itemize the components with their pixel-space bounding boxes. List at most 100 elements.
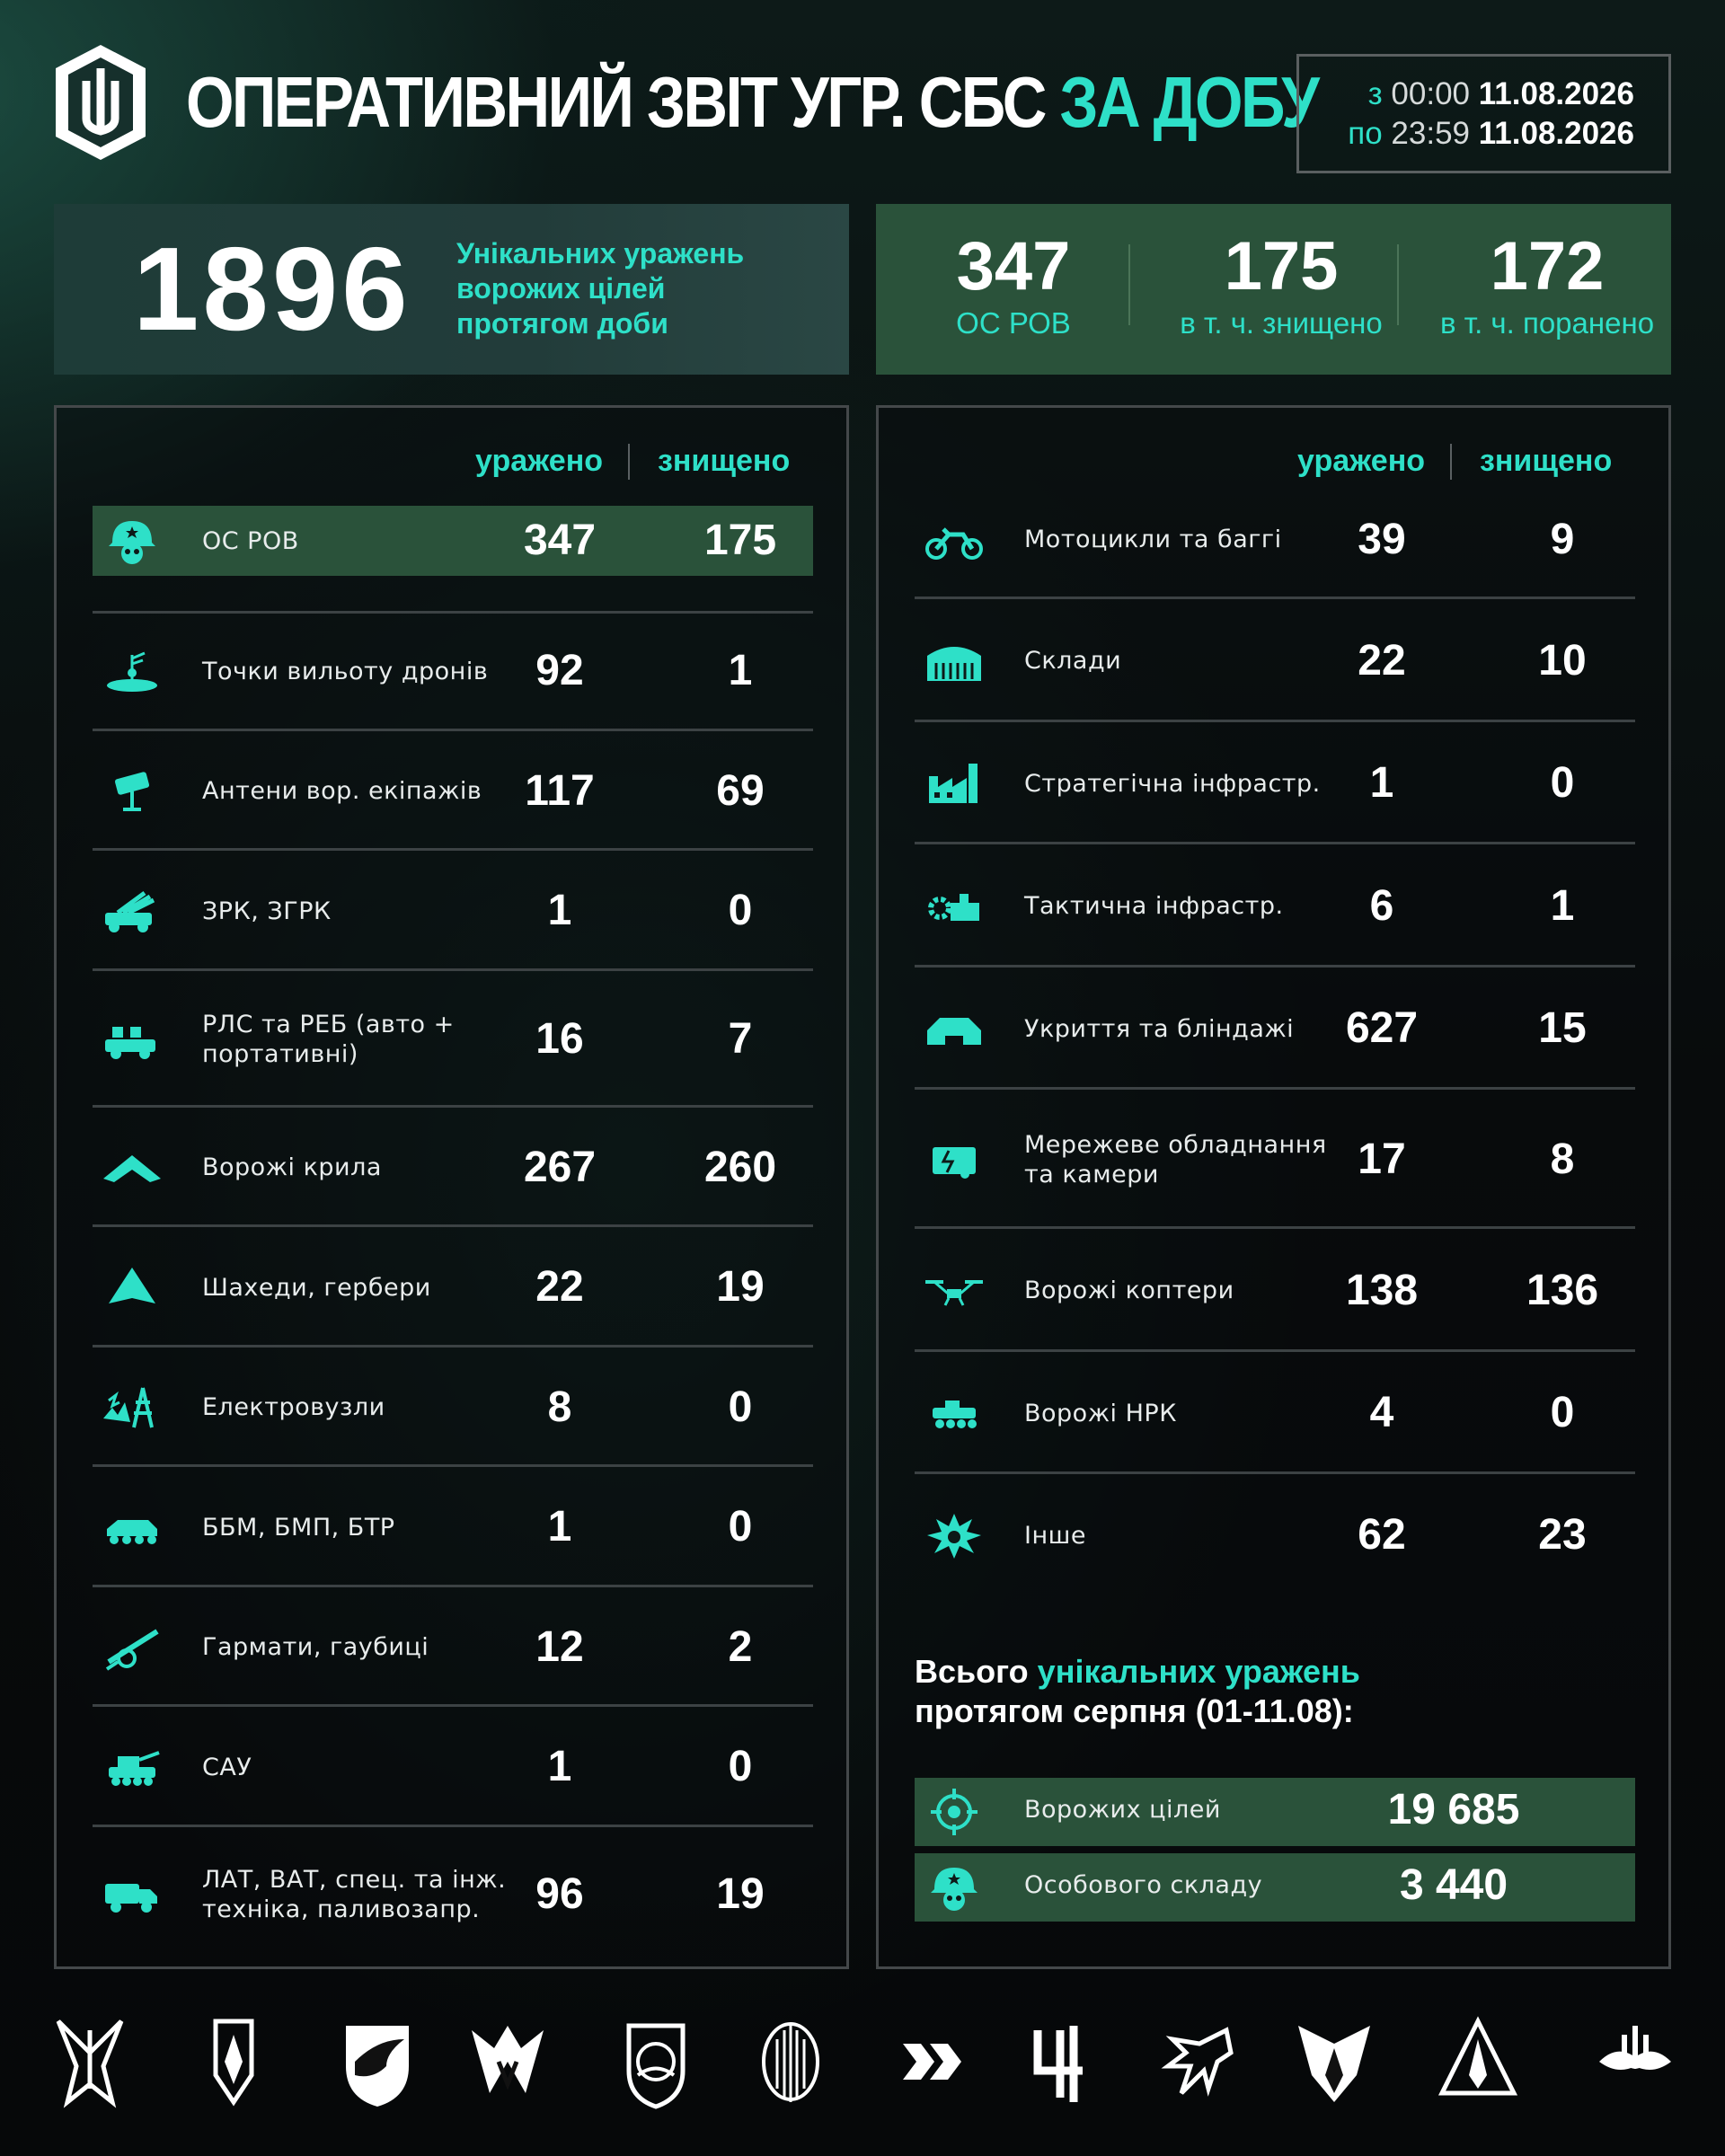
soldier-helmet-icon	[100, 516, 164, 566]
row-label: РЛС та РЕБ (авто + портативні)	[202, 1011, 455, 1068]
warehouse-icon	[922, 636, 986, 686]
row-divider	[93, 729, 813, 731]
totals-title-part1: Всього	[915, 1653, 1029, 1690]
row-divider	[915, 1087, 1635, 1090]
totals-targets-row: Ворожих цілей 19 685	[915, 1778, 1635, 1846]
row-label: Стратегічна інфрастр.	[1024, 769, 1321, 798]
destroyed-value: 1	[1550, 881, 1575, 930]
hit-value: 117	[525, 766, 595, 815]
unit-emblem-icon	[1595, 2012, 1676, 2111]
personnel-total-stat: 347 ОС РОВ	[883, 229, 1144, 340]
column-header-destroyed: знищено	[1480, 444, 1613, 478]
unit-emblem-icon	[467, 2012, 548, 2111]
unit-emblem-icon	[1438, 2012, 1518, 2111]
howitzer-icon	[100, 1622, 164, 1673]
totals-title: Всього унікальних уражень протягом серпн…	[915, 1652, 1360, 1731]
stat-divider	[1128, 244, 1130, 325]
right-stat-row: Ворожі НРК 4 0	[915, 1352, 1635, 1474]
row-label: ОС РОВ	[202, 526, 299, 555]
totals-targets-value: 19 685	[1387, 1786, 1520, 1833]
row-divider	[915, 720, 1635, 722]
row-divider	[915, 1349, 1635, 1352]
destroyed-value: 0	[1550, 1389, 1575, 1436]
left-stat-row: Шахеди, гербери 22 19	[93, 1227, 813, 1348]
soldier-helmet-icon	[922, 1862, 986, 1913]
right-stat-row: Мережеве обладнання та камери 17 8	[915, 1090, 1635, 1229]
hit-value: 62	[1358, 1511, 1406, 1559]
row-divider	[915, 1471, 1635, 1474]
row-label: Тактична інфрастр.	[1024, 892, 1284, 920]
network-device-icon	[922, 1135, 986, 1185]
unit-emblem-icon	[337, 2012, 418, 2111]
totals-personnel-label: Особового складу	[1024, 1871, 1263, 1899]
from-time: 00:00	[1391, 76, 1471, 111]
row-label: Укриття та бліндажі	[1024, 1014, 1295, 1043]
row-label: Мережеве обладнання та камери	[1024, 1130, 1327, 1188]
destroyed-value: 2	[728, 1622, 753, 1671]
row-divider	[93, 1105, 813, 1108]
row-divider	[915, 965, 1635, 968]
target-icon	[922, 1787, 986, 1837]
hit-value: 39	[1358, 515, 1406, 563]
unit-emblem-icon	[49, 2012, 130, 2111]
row-divider	[93, 1825, 813, 1827]
row-label: Інше	[1024, 1521, 1086, 1550]
hit-value: 6	[1369, 881, 1394, 930]
row-label: САУ	[202, 1753, 252, 1781]
unit-emblem-icon	[750, 2012, 831, 2111]
row-divider	[93, 1585, 813, 1587]
unit-emblem-icon	[615, 2012, 696, 2111]
destroyed-value: 136	[1526, 1266, 1599, 1314]
unit-emblem-icon	[889, 2012, 970, 2111]
unique-hits-label-line3: протягом доби	[456, 307, 668, 340]
radar-truck-icon	[100, 1014, 164, 1065]
to-date: 11.08.2026	[1478, 116, 1634, 151]
destroyed-value: 19	[716, 1870, 765, 1918]
row-divider	[915, 596, 1635, 599]
dish-antenna-icon	[100, 766, 164, 817]
sam-launcher-icon	[100, 886, 164, 936]
left-stat-row: Антени вор. екіпажів 117 69	[93, 731, 813, 851]
brand-logo	[52, 41, 149, 163]
destroyed-value: 15	[1538, 1004, 1587, 1052]
row-label: Антени вор. екіпажів	[202, 777, 482, 805]
gear-building-icon	[922, 881, 986, 932]
destroyed-value: 0	[728, 887, 753, 934]
destroyed-value: 10	[1538, 636, 1587, 685]
hit-value: 138	[1345, 1266, 1419, 1314]
totals-title-accent: унікальних уражень	[1037, 1653, 1360, 1690]
unique-hits-label-line2: ворожих цілей	[456, 272, 666, 305]
bunker-icon	[922, 1003, 986, 1054]
row-divider	[915, 842, 1635, 844]
hit-value: 1	[547, 887, 572, 934]
column-header-divider	[1450, 444, 1452, 480]
shahed-icon	[100, 1262, 164, 1312]
spg-icon	[100, 1742, 164, 1792]
right-stat-row: Стратегічна інфрастр. 1 0	[915, 722, 1635, 844]
hit-value: 1	[547, 1503, 572, 1551]
row-label: Електровузли	[202, 1393, 385, 1421]
personnel-total-value: 347	[956, 228, 1071, 305]
destroyed-value: 175	[703, 517, 777, 564]
title-main: ОПЕРАТИВНИЙ ЗВІТ УГР. СБС	[186, 62, 1047, 142]
date-range: з 00:00 11.08.2026 по 23:59 11.08.2026	[1296, 54, 1671, 173]
left-stat-row: Ворожі крила 267 260	[93, 1108, 813, 1227]
antenna-point-icon	[100, 646, 164, 696]
row-label: Склади	[1024, 647, 1122, 675]
left-stat-row: Точки вильоту дронів 92 1	[93, 611, 813, 731]
unit-emblem-icon	[1020, 2012, 1101, 2111]
row-divider	[915, 1226, 1635, 1229]
hit-value: 96	[535, 1870, 584, 1918]
column-header-destroyed: знищено	[658, 444, 791, 478]
row-divider	[93, 611, 813, 614]
title-accent: ЗА ДОБУ	[1059, 62, 1319, 142]
hit-value: 17	[1358, 1135, 1406, 1183]
left-stat-row: РЛС та РЕБ (авто + портативні) 16 7	[93, 971, 813, 1108]
row-label: Ворожі крила	[202, 1153, 382, 1181]
right-stat-row: Мотоцикли та баггі 39 9	[915, 480, 1635, 599]
row-label: Мотоцикли та баггі	[1024, 526, 1282, 553]
row-label: ББМ, БМП, БТР	[202, 1513, 395, 1542]
killed-value: 175	[1224, 228, 1339, 305]
unit-emblem-icon	[1154, 2012, 1235, 2111]
wounded-stat: 172 в т. ч. поранено	[1417, 229, 1677, 340]
